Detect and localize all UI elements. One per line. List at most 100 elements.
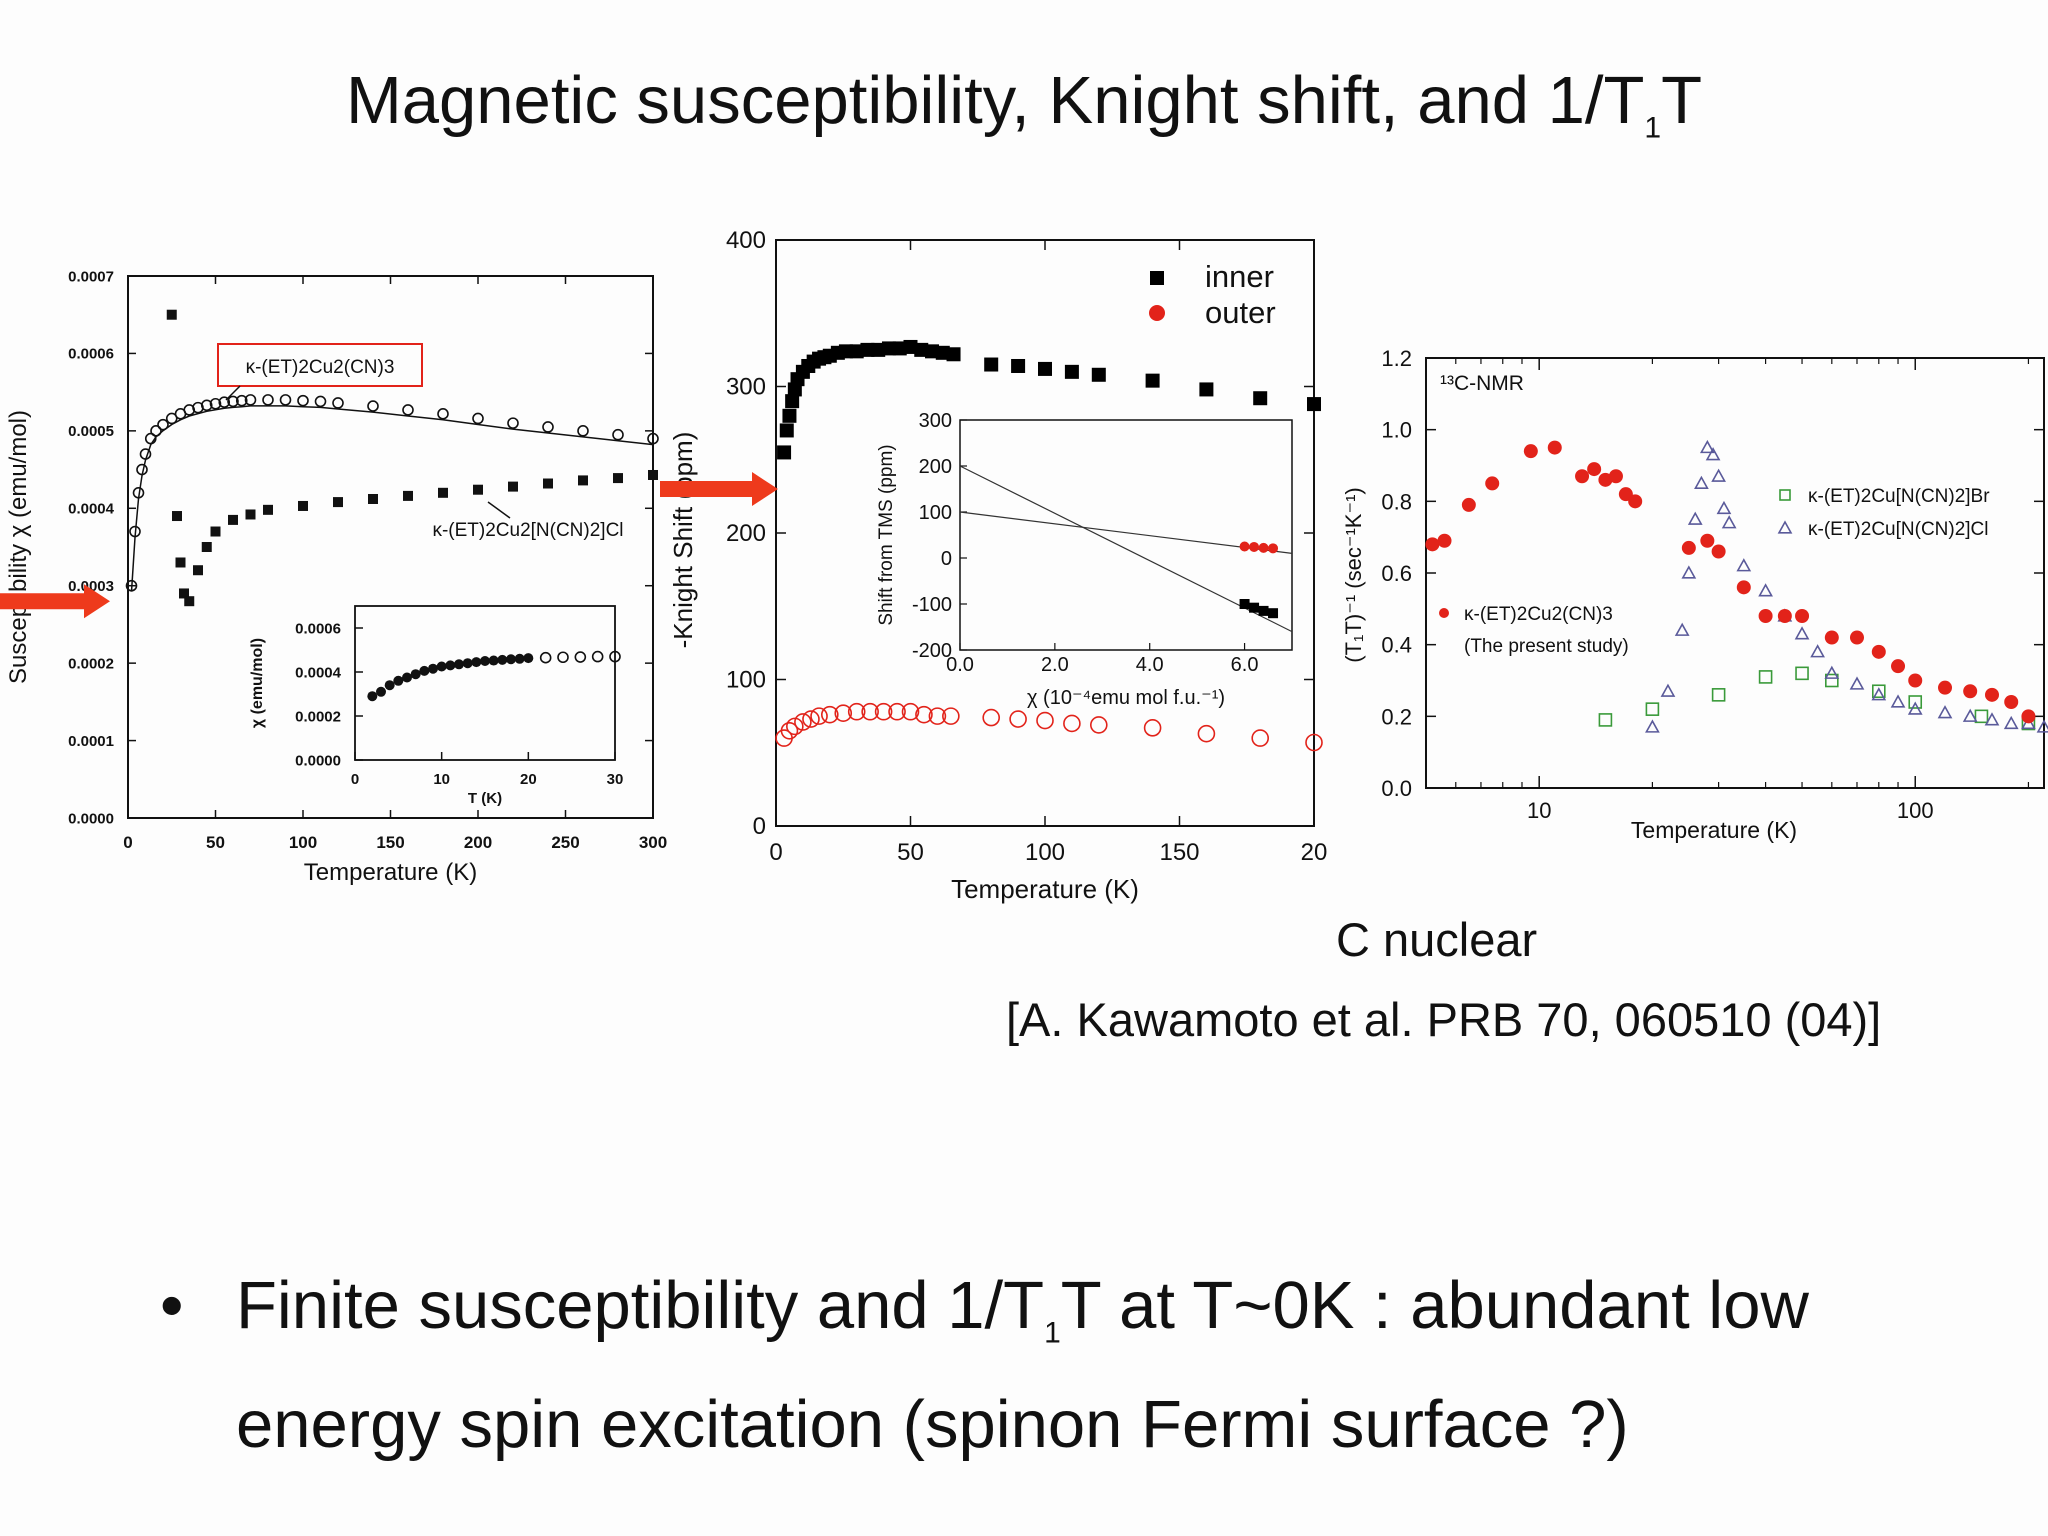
outer-point <box>821 705 839 724</box>
knight-inset-y-tick-label: 100 <box>919 502 952 524</box>
nmr-y-axis-label: (T₁T)⁻¹ (sec⁻¹K⁻¹) <box>1341 487 1366 662</box>
cn3-point <box>402 404 414 416</box>
nmr-point <box>1777 609 1792 623</box>
knight-x-tick-label: 100 <box>1025 839 1065 866</box>
knight-x-tick-label: 20 <box>1301 839 1328 866</box>
nmr-point <box>1849 630 1864 645</box>
susceptibility-x-tick-label: 100 <box>289 833 317 852</box>
nmr-point <box>1485 476 1500 491</box>
inner-point <box>892 341 907 356</box>
knight-x-tick-label: 0 <box>769 839 782 866</box>
inner-point <box>1064 364 1079 379</box>
susceptibility-x-tick-label: 200 <box>464 833 492 852</box>
nmr-point <box>1758 670 1773 684</box>
inset-point <box>480 656 490 666</box>
inset-point <box>462 658 473 669</box>
inset-outer-point <box>1239 541 1250 552</box>
nmr-point <box>1938 680 1953 695</box>
inset-point <box>384 680 395 691</box>
nmr-y-tick-label: 1.0 <box>1381 418 1412 443</box>
inner-point <box>860 342 875 357</box>
inner-point <box>1011 358 1026 373</box>
nmr-point <box>1871 687 1887 701</box>
nmr-point <box>1871 644 1886 659</box>
inset-point <box>436 661 447 672</box>
cl-point <box>193 565 203 576</box>
inner-point <box>785 394 800 409</box>
cn3-point <box>332 397 344 409</box>
susceptibility-arrow <box>0 584 110 619</box>
inset-point <box>393 675 404 686</box>
nmr-panel-title: ¹³C-NMR <box>1440 372 1524 395</box>
cn3-point <box>367 400 379 412</box>
nmr-y-tick-label: 1.2 <box>1381 346 1412 371</box>
inset-point <box>506 654 516 665</box>
cl-point <box>179 588 189 599</box>
inset-point <box>514 653 525 664</box>
nmr-point <box>1716 500 1732 515</box>
nmr-point <box>1795 666 1809 681</box>
inset-y-tick-label: 0.0000 <box>295 752 341 769</box>
cl-label-pointer <box>487 501 511 519</box>
nmr-point <box>1891 659 1906 674</box>
outer-point <box>780 721 799 740</box>
susceptibility-x-tick-label: 250 <box>551 833 579 852</box>
nmr-point <box>1705 447 1721 461</box>
inset-point <box>402 672 412 683</box>
cl-series-label: κ-(ET)2Cu2[N(CN)2]Cl <box>432 520 623 541</box>
nmr-point <box>1711 688 1726 702</box>
nmr-point <box>1736 558 1752 572</box>
cn3-point <box>235 394 248 407</box>
nmr-point <box>1758 609 1773 623</box>
susceptibility-chart: 0 50 100 150 200 250 3000.00000.00010.00020.00… <box>0 268 667 886</box>
cn3-point <box>279 394 292 406</box>
inset-point <box>574 651 587 663</box>
nmr-y-tick-label: 0.8 <box>1381 489 1412 514</box>
inner-point <box>1145 373 1160 388</box>
inset-point <box>591 650 604 663</box>
outer-point <box>794 713 812 731</box>
outer-point <box>942 707 960 725</box>
legend-inner-marker <box>1150 271 1164 285</box>
nmr-x-tick-label: 100 <box>1897 798 1934 823</box>
nmr-point <box>1700 533 1715 548</box>
nmr-point <box>1736 580 1751 595</box>
inner-point <box>935 345 950 360</box>
nmr-point <box>1681 565 1697 579</box>
outer-point <box>1197 724 1216 743</box>
cl-point <box>368 493 378 504</box>
inner-point <box>1199 382 1214 397</box>
inner-point <box>881 341 896 356</box>
outer-point <box>1063 714 1081 733</box>
legend-br-marker <box>1779 489 1791 501</box>
inset-y-axis-label: χ (emu/mol) <box>249 638 266 728</box>
cn3-point <box>577 425 589 437</box>
nmr-point <box>1984 712 2000 726</box>
susceptibility-y-tick-label: 0.0003 <box>68 578 114 595</box>
cl-point <box>578 475 588 486</box>
nmr-y-tick-label: 0.4 <box>1381 633 1412 658</box>
legend-outer-label: outer <box>1205 295 1276 330</box>
inset-point <box>471 657 482 668</box>
inset-x-tick-label: 30 <box>607 771 624 788</box>
knight-inset-x-tick-label: 6.0 <box>1231 654 1259 676</box>
knight-arrow <box>660 472 778 507</box>
susceptibility-y-tick-label: 0.0004 <box>68 501 115 518</box>
inset-outer-point <box>1249 541 1260 552</box>
cl-point <box>166 309 177 320</box>
cn3-point <box>612 428 624 441</box>
cn3-series-label: κ-(ET)2Cu2(CN)3 <box>246 357 395 378</box>
knight-inset-frame <box>959 419 1293 651</box>
nmr-point <box>1795 609 1810 623</box>
inset-inner-point <box>1239 599 1250 609</box>
nmr-y-tick-label: 0.6 <box>1381 561 1412 586</box>
nmr-point <box>1687 511 1703 525</box>
nmr-point <box>1699 439 1715 454</box>
inset-point <box>445 660 456 671</box>
cn3-point <box>165 412 178 425</box>
cl-point <box>508 481 518 492</box>
inner-point <box>903 339 918 354</box>
inner-point <box>925 344 940 359</box>
nmr-point <box>2036 719 2048 733</box>
cl-point <box>333 497 343 508</box>
